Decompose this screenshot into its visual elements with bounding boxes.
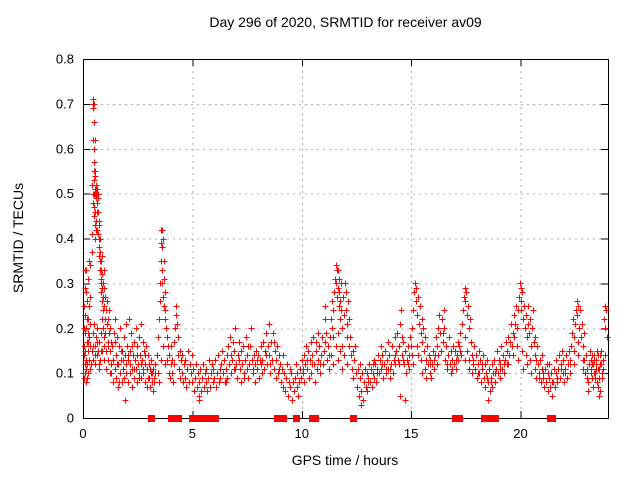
zero-marker-square [204,415,211,422]
y-tick-label: 0.3 [56,276,74,291]
y-tick-label: 0.7 [56,96,74,111]
zero-marker-square [280,415,287,422]
zero-marker-square [170,415,177,422]
y-tick-label: 0.6 [56,141,74,156]
zero-marker-square [175,415,182,422]
x-tick-label: 15 [404,426,418,441]
zero-marker-square [312,415,319,422]
zero-marker-square [212,415,219,422]
y-tick-label: 0 [67,411,74,426]
y-tick-label: 0.4 [56,231,74,246]
x-axis-label: GPS time / hours [291,452,399,468]
zero-marker-square [492,415,499,422]
scatter-points [80,96,611,409]
zero-marker-square [484,415,491,422]
zero-marker-square [293,415,300,422]
chart-title: Day 296 of 2020, SRMTID for receiver av0… [209,14,482,30]
x-tick-label: 5 [189,426,196,441]
y-tick-label: 0.8 [56,52,74,67]
zero-markers [148,415,556,422]
zero-marker-square [194,415,201,422]
y-tick-label: 0.1 [56,366,74,381]
x-tick-label: 10 [295,426,309,441]
x-tick-label: 0 [79,426,86,441]
zero-marker-square [456,415,463,422]
x-tick-label: 20 [513,426,527,441]
tick-marks [83,59,608,419]
zero-marker-square [350,415,357,422]
y-tick-label: 0.2 [56,321,74,336]
zero-marker-square [148,415,155,422]
zero-marker-square [549,415,556,422]
y-tick-label: 0.5 [56,186,74,201]
